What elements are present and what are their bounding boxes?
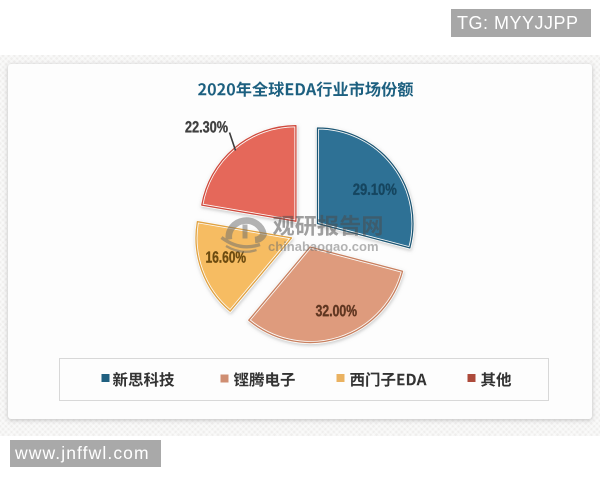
- svg-text:chinabaogao.com: chinabaogao.com: [268, 239, 379, 254]
